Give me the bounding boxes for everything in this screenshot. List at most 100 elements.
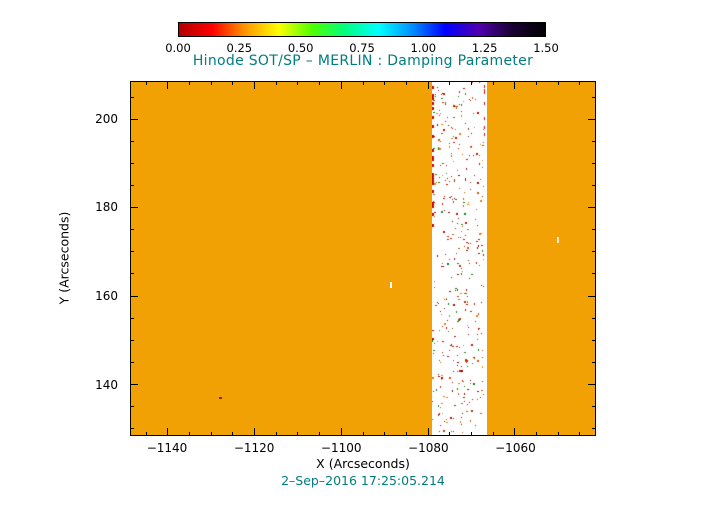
x-major-tick xyxy=(427,82,429,89)
y-minor-tick xyxy=(131,229,134,231)
x-minor-tick xyxy=(145,82,147,85)
y-minor-tick xyxy=(131,405,134,407)
missing-data-stripe xyxy=(432,82,487,435)
x-tick-label: −1080 xyxy=(408,441,449,455)
y-major-tick xyxy=(131,207,138,209)
data-speck xyxy=(390,281,393,288)
y-tick-label: 140 xyxy=(95,377,118,392)
y-major-tick xyxy=(588,119,595,120)
y-minor-tick xyxy=(131,185,134,187)
plot-title: Hinode SOT/SP – MERLIN : Damping Paramet… xyxy=(192,53,534,69)
x-major-tick xyxy=(340,82,342,89)
timestamp: 2–Sep–2016 17:25:05.214 xyxy=(281,473,445,488)
y-minor-tick xyxy=(592,427,595,429)
x-minor-tick xyxy=(579,432,581,435)
y-major-tick xyxy=(131,383,138,385)
x-minor-tick xyxy=(470,432,472,435)
x-minor-tick xyxy=(492,432,494,435)
data-speck xyxy=(219,397,223,400)
x-minor-tick xyxy=(535,82,537,85)
x-major-tick xyxy=(254,82,256,89)
x-major-tick xyxy=(427,428,429,435)
y-axis-tick-labels: 140 160 180 200 xyxy=(72,81,124,436)
x-major-tick xyxy=(340,428,342,435)
y-minor-tick xyxy=(131,273,134,275)
y-minor-tick xyxy=(131,317,134,319)
x-minor-tick xyxy=(232,82,234,85)
y-minor-tick xyxy=(592,251,595,253)
x-minor-tick xyxy=(384,82,386,85)
colorbar-tick-label: 1.00 xyxy=(410,41,437,55)
colorbar-tick-label: 0.50 xyxy=(287,41,314,55)
x-minor-tick xyxy=(232,432,234,435)
x-minor-tick xyxy=(579,82,581,85)
y-minor-tick xyxy=(131,251,134,253)
y-minor-tick xyxy=(592,405,595,407)
x-minor-tick xyxy=(275,432,277,435)
colorbar-tick-label: 0.75 xyxy=(349,41,375,55)
y-tick-label: 200 xyxy=(95,111,118,126)
y-minor-tick xyxy=(592,229,595,231)
x-tick-label: −1060 xyxy=(495,441,536,455)
x-tick-label: −1140 xyxy=(146,441,188,455)
x-minor-tick xyxy=(470,82,472,85)
y-minor-tick xyxy=(592,163,595,165)
y-minor-tick xyxy=(592,96,595,98)
x-axis-tick-labels: −1140 −1120 −1100 −1080 −1060 xyxy=(130,441,596,455)
y-major-tick xyxy=(131,119,138,120)
x-minor-tick xyxy=(535,432,537,435)
x-minor-tick xyxy=(275,82,277,85)
y-minor-tick xyxy=(131,361,134,363)
y-major-tick xyxy=(588,383,595,385)
plot-area xyxy=(130,81,596,436)
y-major-tick xyxy=(588,295,595,297)
x-minor-tick xyxy=(362,82,364,85)
x-axis-label: X (Arcseconds) xyxy=(316,456,410,471)
x-minor-tick xyxy=(384,432,386,435)
y-minor-tick xyxy=(592,273,595,275)
y-minor-tick xyxy=(592,339,595,341)
x-minor-tick xyxy=(449,82,451,85)
y-minor-tick xyxy=(131,339,134,341)
x-major-tick xyxy=(254,428,256,435)
colorbar xyxy=(178,22,546,37)
x-minor-tick xyxy=(449,432,451,435)
colorbar-tick-label: 1.25 xyxy=(471,41,498,55)
colorbar-tick-label: 0.25 xyxy=(226,41,253,55)
x-minor-tick xyxy=(210,82,212,85)
colorbar-gradient xyxy=(179,23,545,36)
colorbar-tick-labels: 0.00 0.25 0.50 0.75 1.00 1.25 1.50 xyxy=(165,41,559,55)
x-major-tick xyxy=(167,82,169,89)
x-minor-tick xyxy=(145,432,147,435)
y-minor-tick xyxy=(131,427,134,429)
y-minor-tick xyxy=(592,361,595,363)
x-minor-tick xyxy=(319,82,321,85)
data-speck xyxy=(557,236,560,243)
colorbar-tick-label: 1.50 xyxy=(533,41,559,55)
x-major-tick xyxy=(514,82,516,89)
y-tick-label: 180 xyxy=(95,200,118,215)
x-minor-tick xyxy=(405,82,407,85)
y-axis-label: Y (Arcseconds) xyxy=(56,211,72,305)
y-minor-tick xyxy=(592,141,595,143)
x-major-tick xyxy=(514,428,516,435)
x-minor-tick xyxy=(319,432,321,435)
x-minor-tick xyxy=(362,432,364,435)
x-tick-label: −1100 xyxy=(320,441,362,455)
x-minor-tick xyxy=(210,432,212,435)
speckle-canvas xyxy=(432,82,487,435)
x-minor-tick xyxy=(557,82,559,85)
y-minor-tick xyxy=(131,141,134,143)
y-minor-tick xyxy=(592,185,595,187)
x-minor-tick xyxy=(557,432,559,435)
x-minor-tick xyxy=(297,82,299,85)
x-tick-label: −1120 xyxy=(233,441,275,455)
y-tick-label: 160 xyxy=(95,289,118,304)
x-major-tick xyxy=(167,428,169,435)
colorbar-tick-label: 0.00 xyxy=(165,41,191,55)
x-minor-tick xyxy=(189,82,191,85)
x-minor-tick xyxy=(297,432,299,435)
x-minor-tick xyxy=(189,432,191,435)
y-major-tick xyxy=(131,295,138,297)
